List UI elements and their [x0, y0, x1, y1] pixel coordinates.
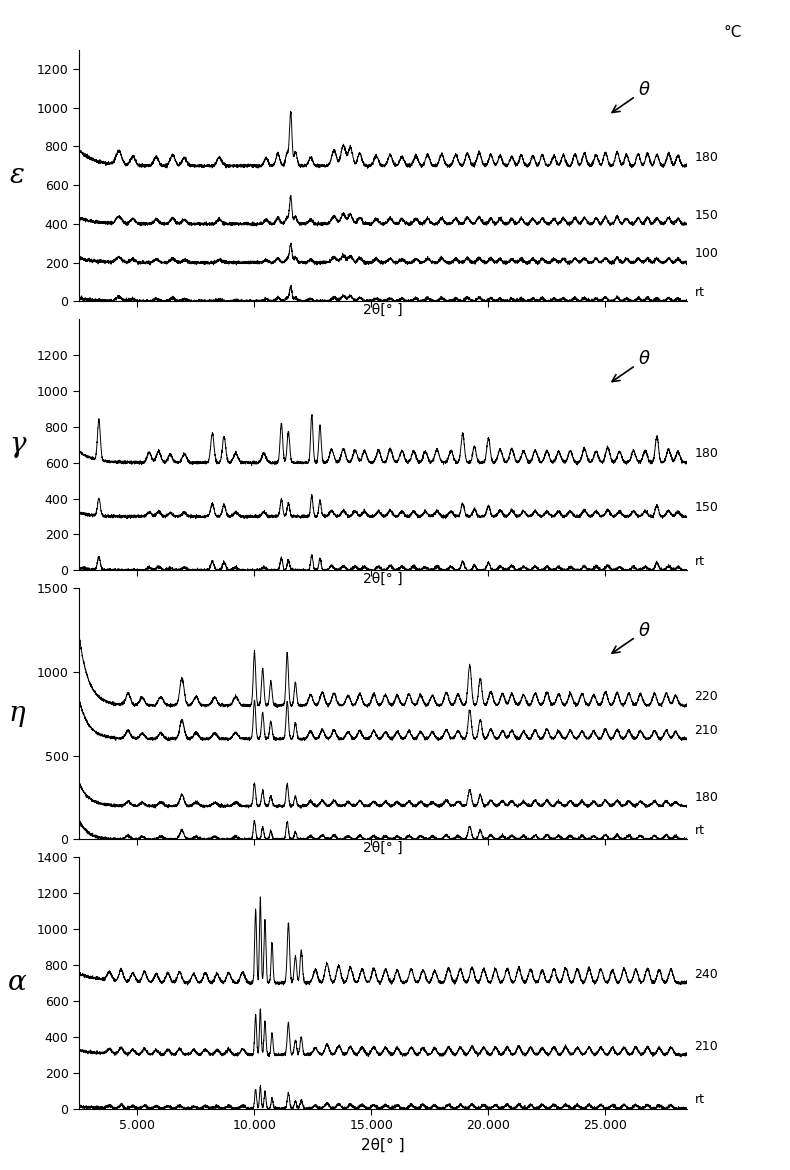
Y-axis label: η: η	[9, 700, 25, 728]
Text: 180: 180	[694, 447, 718, 461]
Text: rt: rt	[694, 556, 705, 569]
Text: 240: 240	[694, 968, 718, 980]
Text: 100: 100	[694, 247, 718, 260]
Text: $\theta$: $\theta$	[612, 350, 651, 381]
Text: 150: 150	[694, 208, 718, 221]
Text: 220: 220	[694, 690, 718, 703]
Y-axis label: ε: ε	[9, 161, 24, 190]
Text: rt: rt	[694, 1094, 705, 1107]
Text: 210: 210	[694, 724, 718, 737]
Text: 210: 210	[694, 1039, 718, 1053]
Text: 180: 180	[694, 791, 718, 804]
Y-axis label: γ: γ	[9, 431, 25, 459]
Text: 180: 180	[694, 151, 718, 164]
Text: rt: rt	[694, 825, 705, 838]
Text: $\theta$: $\theta$	[612, 621, 651, 653]
Text: 150: 150	[694, 501, 718, 515]
Text: 2θ[° ]: 2θ[° ]	[363, 572, 403, 586]
X-axis label: 2θ[° ]: 2θ[° ]	[361, 1137, 405, 1152]
Text: 2θ[° ]: 2θ[° ]	[363, 303, 403, 317]
Text: °C: °C	[724, 25, 742, 40]
Text: rt: rt	[694, 285, 705, 300]
Y-axis label: α: α	[8, 969, 27, 997]
Text: 2θ[° ]: 2θ[° ]	[363, 841, 403, 855]
Text: $\theta$: $\theta$	[612, 81, 651, 112]
